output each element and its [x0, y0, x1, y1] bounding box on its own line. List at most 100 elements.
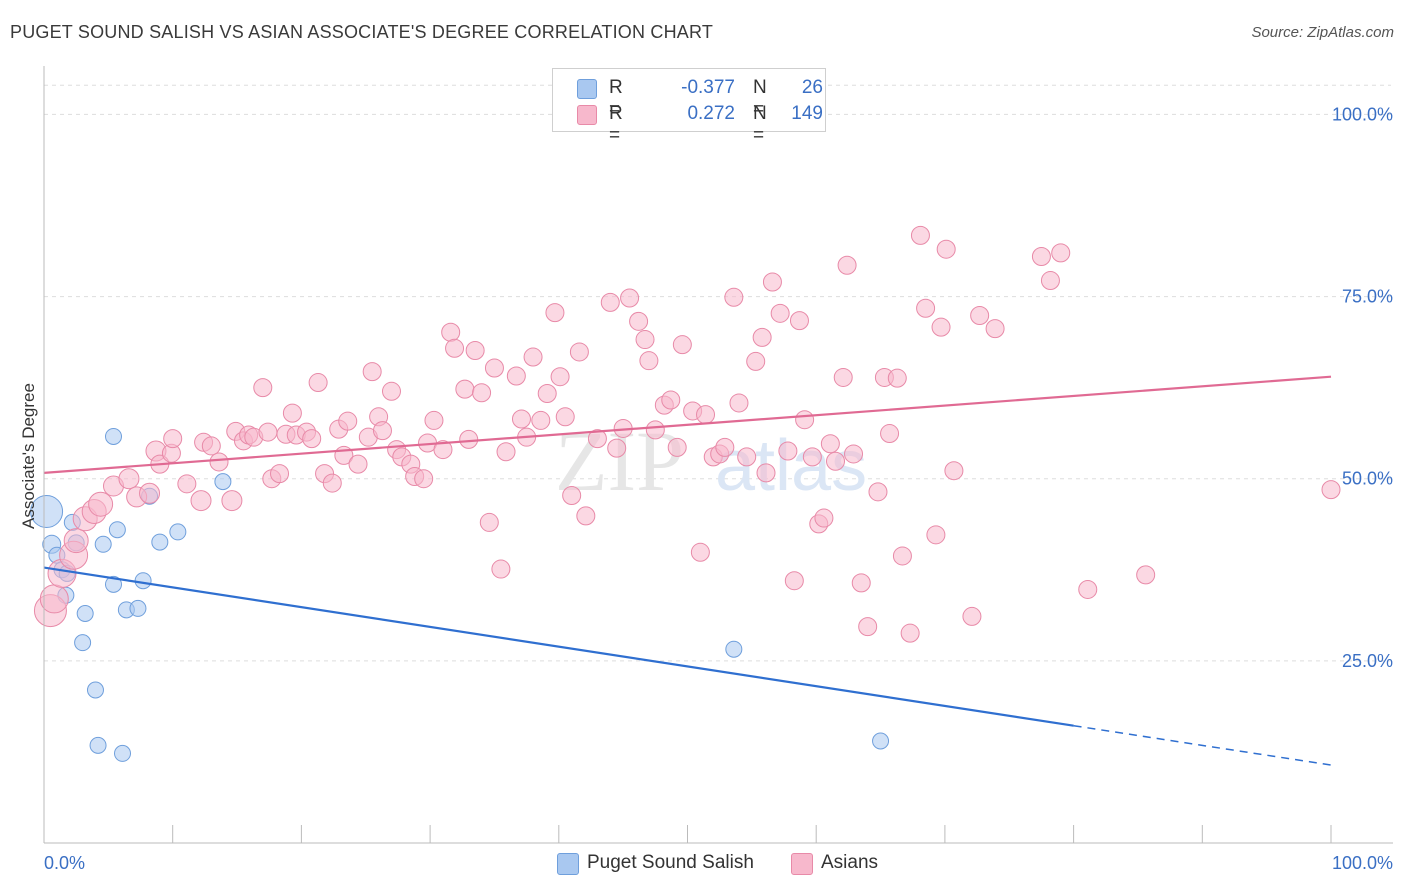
salish-point: [114, 744, 132, 762]
asians-point: [424, 410, 444, 430]
asians-point: [177, 474, 197, 494]
trend-layer: [43, 375, 1332, 766]
salish-point: [86, 681, 104, 699]
asians-point: [362, 362, 382, 382]
asians-point: [789, 311, 809, 331]
asians-point: [484, 358, 504, 378]
asians-point: [491, 559, 511, 579]
y-tick-label: 75.0%: [1342, 287, 1393, 307]
asians-point: [820, 434, 840, 454]
salish-point: [76, 605, 94, 622]
salish-trend-extension: [1073, 724, 1332, 766]
asians-legend-icon: [791, 853, 813, 875]
salish-point: [151, 533, 169, 551]
asians-point: [729, 393, 749, 413]
asians-point: [381, 381, 401, 401]
asians-point: [802, 447, 822, 467]
asians-point: [715, 437, 735, 457]
asians-point: [795, 410, 815, 430]
asians-point: [629, 311, 649, 331]
salish-legend-icon: [557, 853, 579, 875]
asians-point: [338, 411, 358, 431]
asians-point: [892, 546, 912, 566]
correlation-legend: R = -0.377 N = 26 R = 0.272 N = 149: [552, 68, 826, 146]
asians-point: [1321, 480, 1341, 500]
asians-point: [916, 298, 936, 318]
source-label: Source: ZipAtlas.com: [1251, 24, 1394, 41]
salish-point: [872, 732, 890, 750]
asians-legend-label: Asians: [821, 852, 879, 873]
salish-swatch-icon: [577, 79, 597, 99]
asians-point: [696, 405, 716, 425]
asians-point: [459, 429, 479, 449]
asians-point: [479, 512, 499, 532]
asians-point: [910, 225, 930, 245]
asians-point: [746, 351, 766, 371]
asians-point: [282, 403, 302, 423]
asians-point: [550, 367, 570, 387]
asians-point: [620, 288, 640, 308]
chart-title: PUGET SOUND SALISH VS ASIAN ASSOCIATE'S …: [10, 22, 714, 42]
asians-point: [936, 239, 956, 259]
salish-point: [725, 640, 743, 658]
asians-point: [88, 491, 114, 517]
watermark-atlas: atlas: [715, 426, 867, 506]
asians-point: [962, 606, 982, 626]
asians-point: [926, 525, 946, 545]
asians-point: [555, 407, 575, 427]
asians-point: [465, 340, 485, 360]
salish-point: [30, 495, 64, 528]
salish-legend-label: Puget Sound Salish: [587, 852, 754, 873]
asians-point: [302, 429, 322, 449]
asians-trend-line: [43, 375, 1332, 474]
salish-point: [104, 575, 122, 593]
asians-point: [163, 429, 183, 449]
asians-point: [826, 451, 846, 471]
x-tick-label: 100.0%: [1332, 853, 1393, 873]
salish-point: [94, 535, 112, 553]
asians-point: [1040, 271, 1060, 291]
asians-point: [433, 440, 453, 460]
asians-point: [308, 373, 328, 393]
asians-point: [1031, 247, 1051, 266]
asians-point: [868, 482, 888, 502]
asians-point: [752, 327, 772, 347]
asians-point: [607, 438, 627, 458]
asians-point: [784, 571, 804, 591]
asians-point: [190, 490, 212, 512]
asians-point: [724, 287, 744, 307]
salish-point: [134, 572, 152, 590]
asians-point: [496, 442, 516, 462]
asians-point: [762, 272, 782, 292]
asians-point: [851, 573, 871, 593]
legend-n-label: N =: [753, 103, 767, 146]
legend-n-value: 26: [801, 77, 823, 98]
legend-r-label: R =: [609, 77, 623, 120]
asians-point: [645, 420, 665, 440]
asians-point: [270, 464, 290, 484]
salish-point: [169, 523, 187, 541]
asians-point: [970, 306, 990, 326]
legend-n-value: 149: [791, 103, 823, 124]
asians-point: [562, 485, 582, 505]
asians-point: [600, 292, 620, 312]
y-tick-label: 100.0%: [1332, 104, 1393, 124]
asians-point: [537, 383, 557, 403]
asians-point: [472, 383, 492, 403]
asians-point: [523, 347, 543, 367]
asians-point: [944, 461, 964, 481]
grid-layer: [44, 84, 1391, 662]
asians-point: [737, 447, 757, 467]
asians-point: [322, 473, 342, 493]
asians-point: [931, 317, 951, 337]
asians-point: [690, 542, 710, 562]
asians-point: [837, 255, 857, 275]
asians-point: [639, 351, 659, 371]
axis-layer: 25.0% 50.0% 75.0% 100.0% 0.0% 100.0%: [43, 66, 1393, 873]
legend-n-label: N =: [753, 77, 767, 120]
asians-point: [414, 469, 434, 489]
asians-point: [253, 378, 273, 398]
asians-point: [814, 508, 834, 528]
asians-point: [455, 379, 475, 399]
